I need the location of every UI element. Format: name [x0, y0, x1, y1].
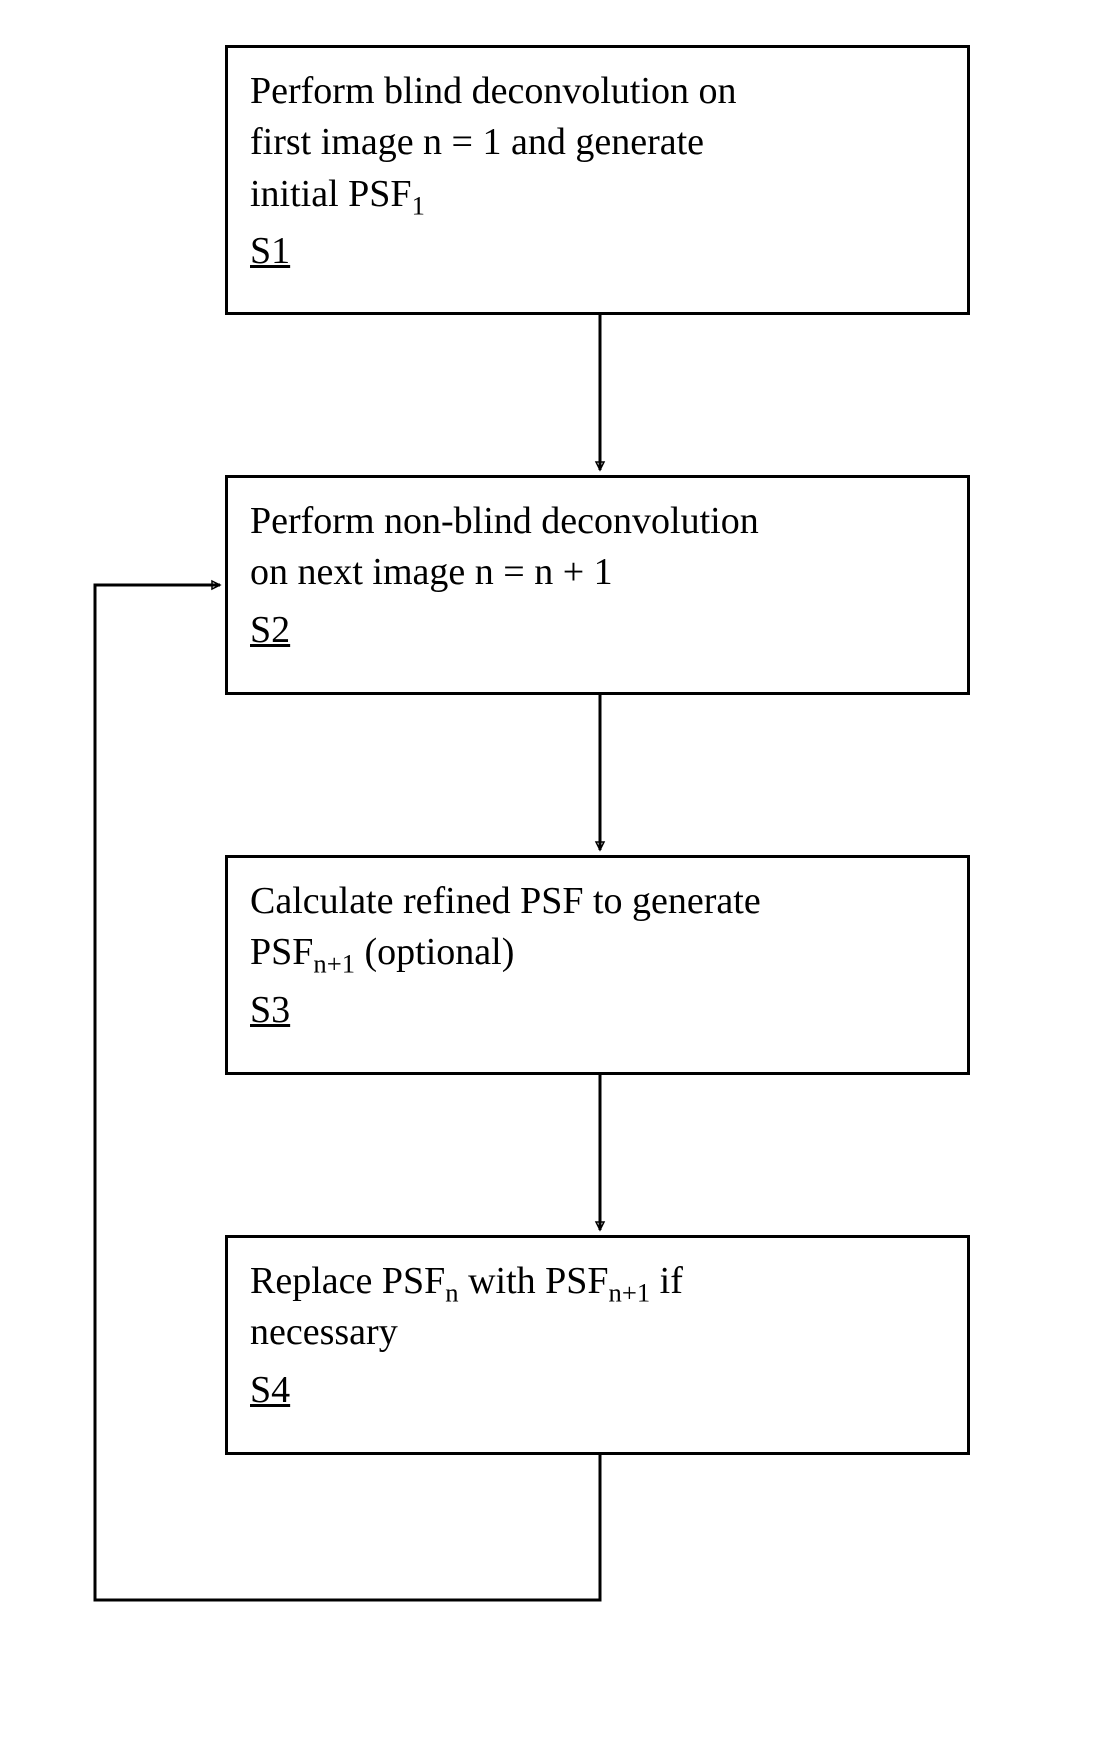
node-s4: Replace PSFn with PSFn+1 if necessary S4	[225, 1235, 970, 1455]
node-s3-line2-text: PSF	[250, 931, 313, 973]
node-s3-line1: Calculate refined PSF to generate	[250, 876, 945, 927]
flowchart-container: Perform blind deconvolution on first ima…	[0, 0, 1105, 1742]
node-s1-step: S1	[250, 226, 290, 277]
node-s4-line2: necessary	[250, 1307, 945, 1358]
node-s3-line2: PSFn+1 (optional)	[250, 927, 945, 978]
node-s4-line1-sub2: n+1	[609, 1278, 651, 1308]
node-s1-line1: Perform blind deconvolution on	[250, 66, 945, 117]
node-s1-line3: initial PSF1	[250, 169, 945, 220]
node-s3-line2-sub: n+1	[313, 949, 355, 979]
node-s4-step: S4	[250, 1365, 290, 1416]
node-s3-line2-post: (optional)	[355, 931, 514, 973]
node-s1-line3-sub: 1	[412, 190, 425, 220]
node-s1: Perform blind deconvolution on first ima…	[225, 45, 970, 315]
node-s4-line1-post: if	[650, 1260, 683, 1302]
node-s3: Calculate refined PSF to generate PSFn+1…	[225, 855, 970, 1075]
node-s2-step: S2	[250, 605, 290, 656]
node-s3-step: S3	[250, 985, 290, 1036]
node-s1-line3-text: initial PSF	[250, 173, 412, 215]
node-s4-line1: Replace PSFn with PSFn+1 if	[250, 1256, 945, 1307]
node-s4-line1-sub: n	[445, 1278, 458, 1308]
node-s4-line1-mid: with PSF	[459, 1260, 609, 1302]
node-s2-line1: Perform non-blind deconvolution	[250, 496, 945, 547]
node-s4-line1-pre: Replace PSF	[250, 1260, 445, 1302]
node-s1-line2: first image n = 1 and generate	[250, 117, 945, 168]
node-s2-line2: on next image n = n + 1	[250, 547, 945, 598]
node-s2: Perform non-blind deconvolution on next …	[225, 475, 970, 695]
